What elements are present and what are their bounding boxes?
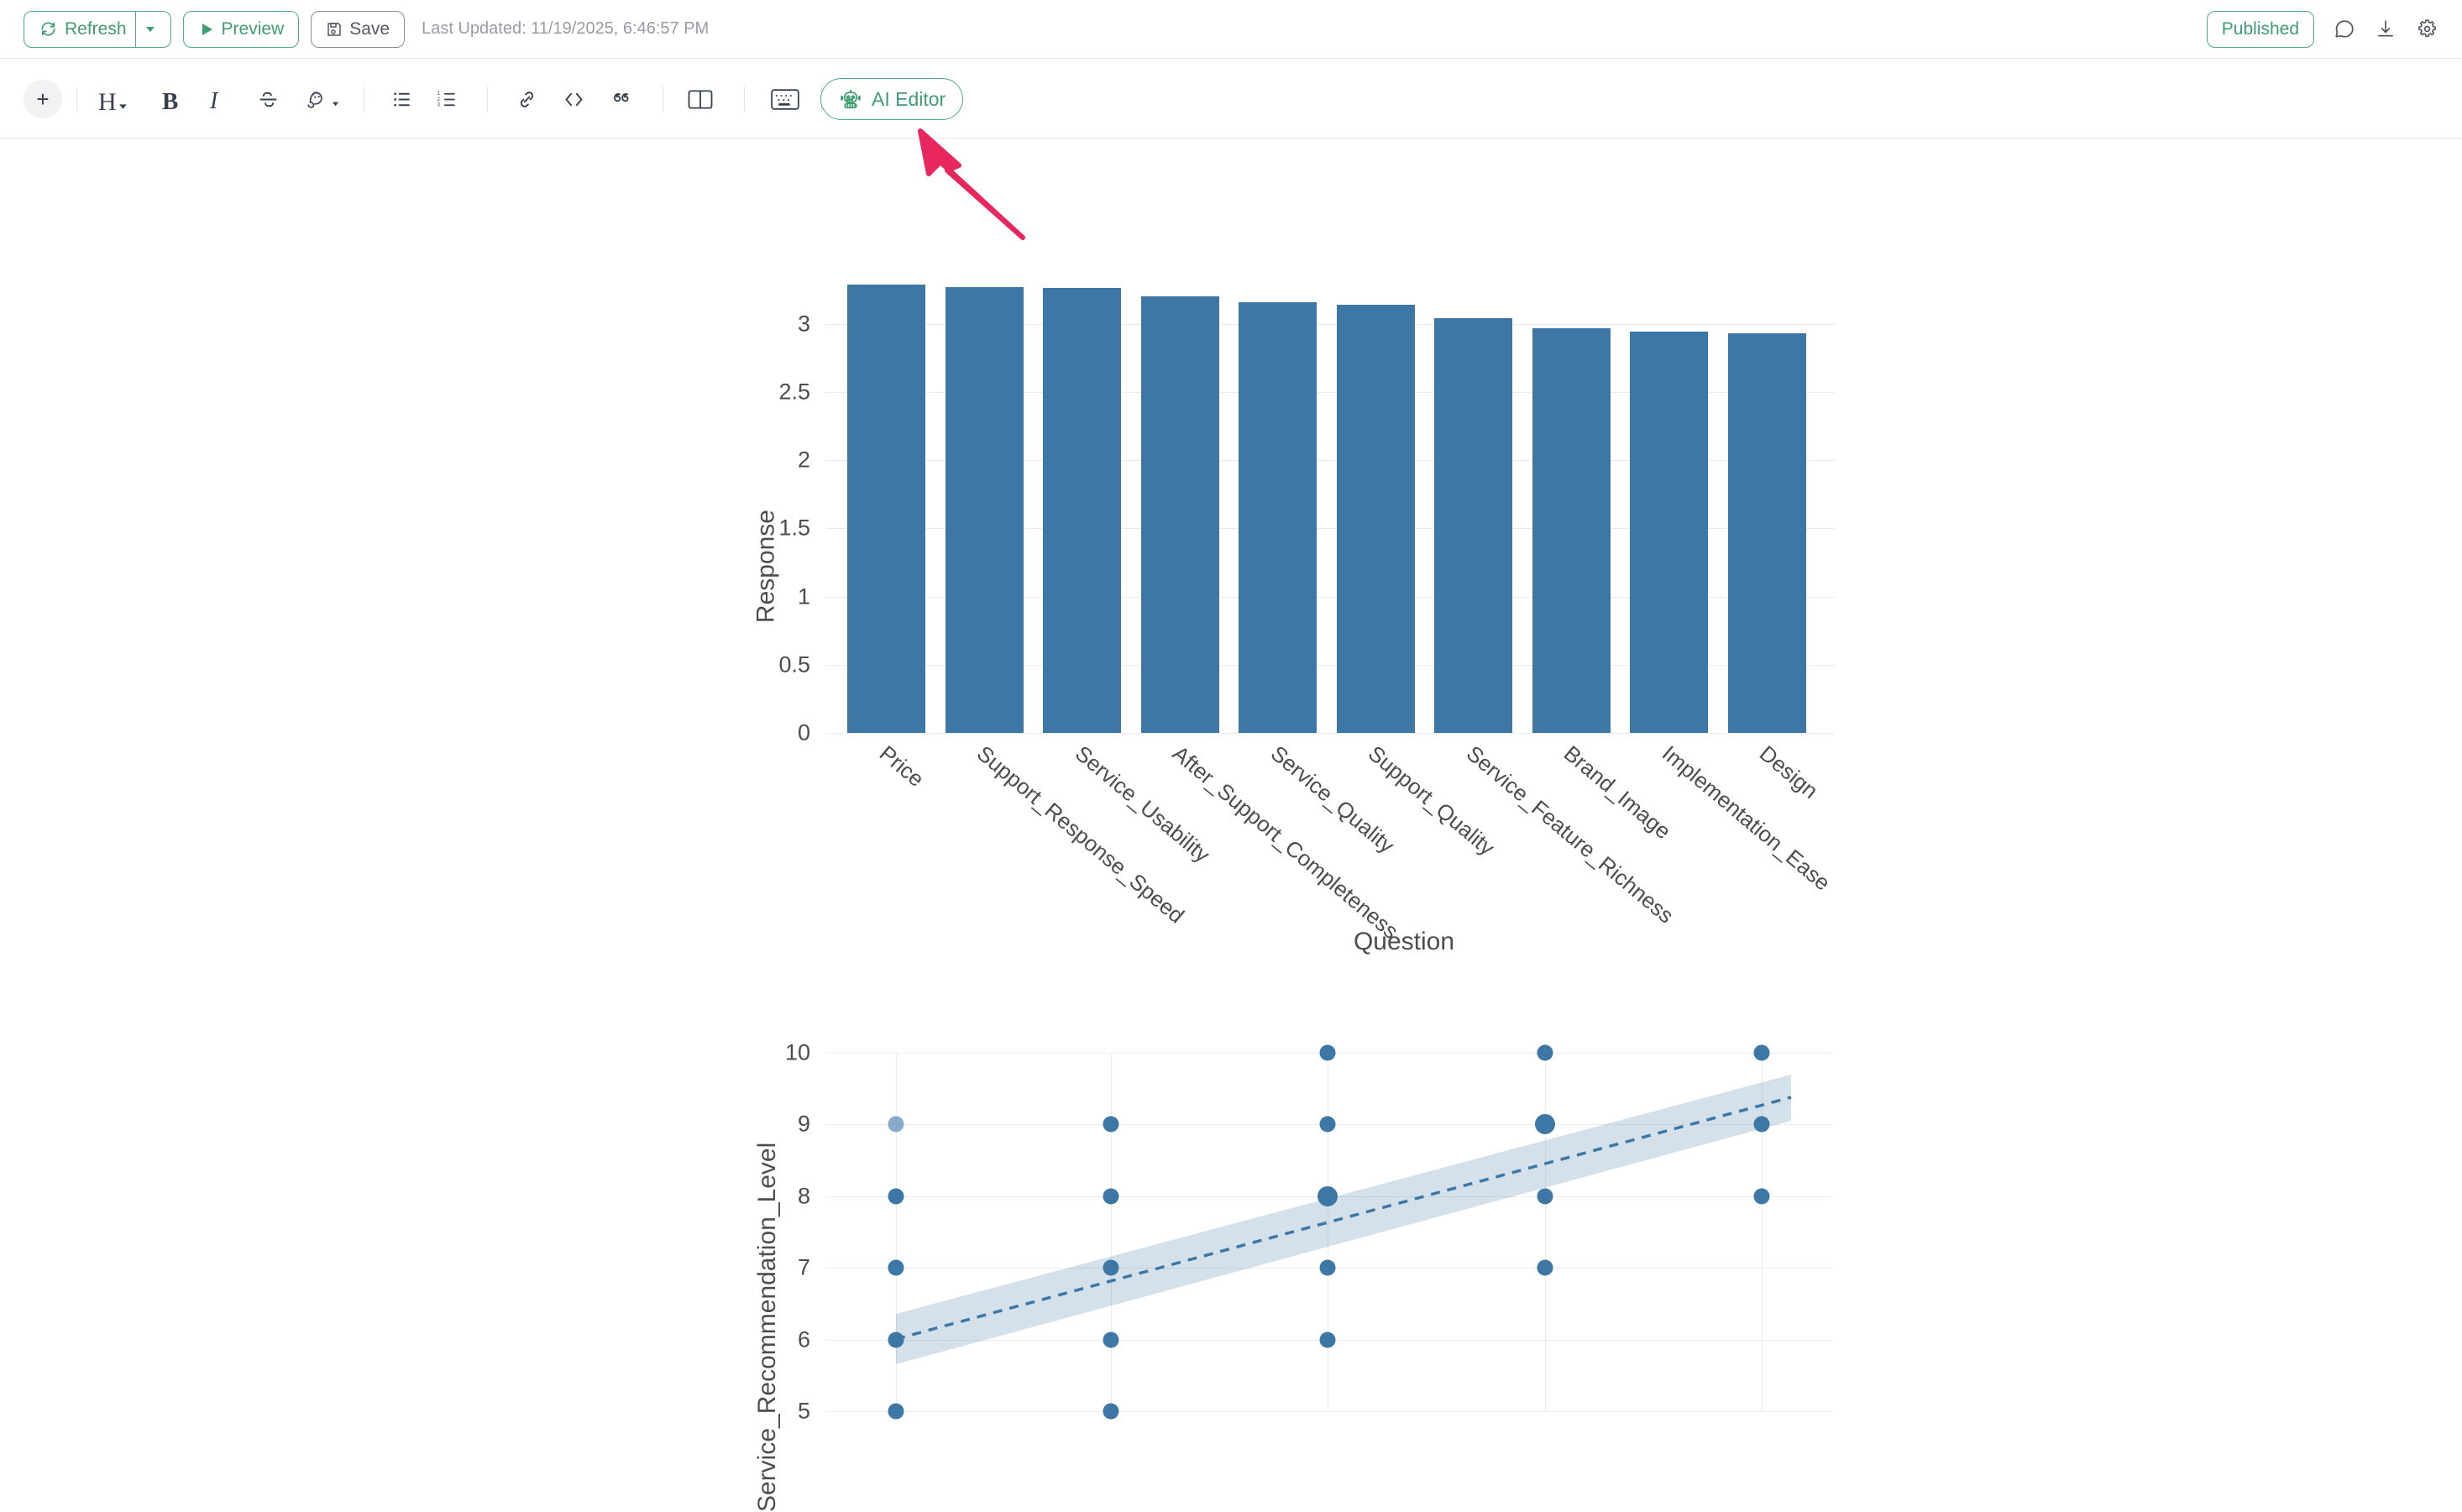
svg-text:3: 3 xyxy=(437,103,441,108)
svg-text:2: 2 xyxy=(437,97,441,102)
svg-text:1: 1 xyxy=(437,92,441,97)
